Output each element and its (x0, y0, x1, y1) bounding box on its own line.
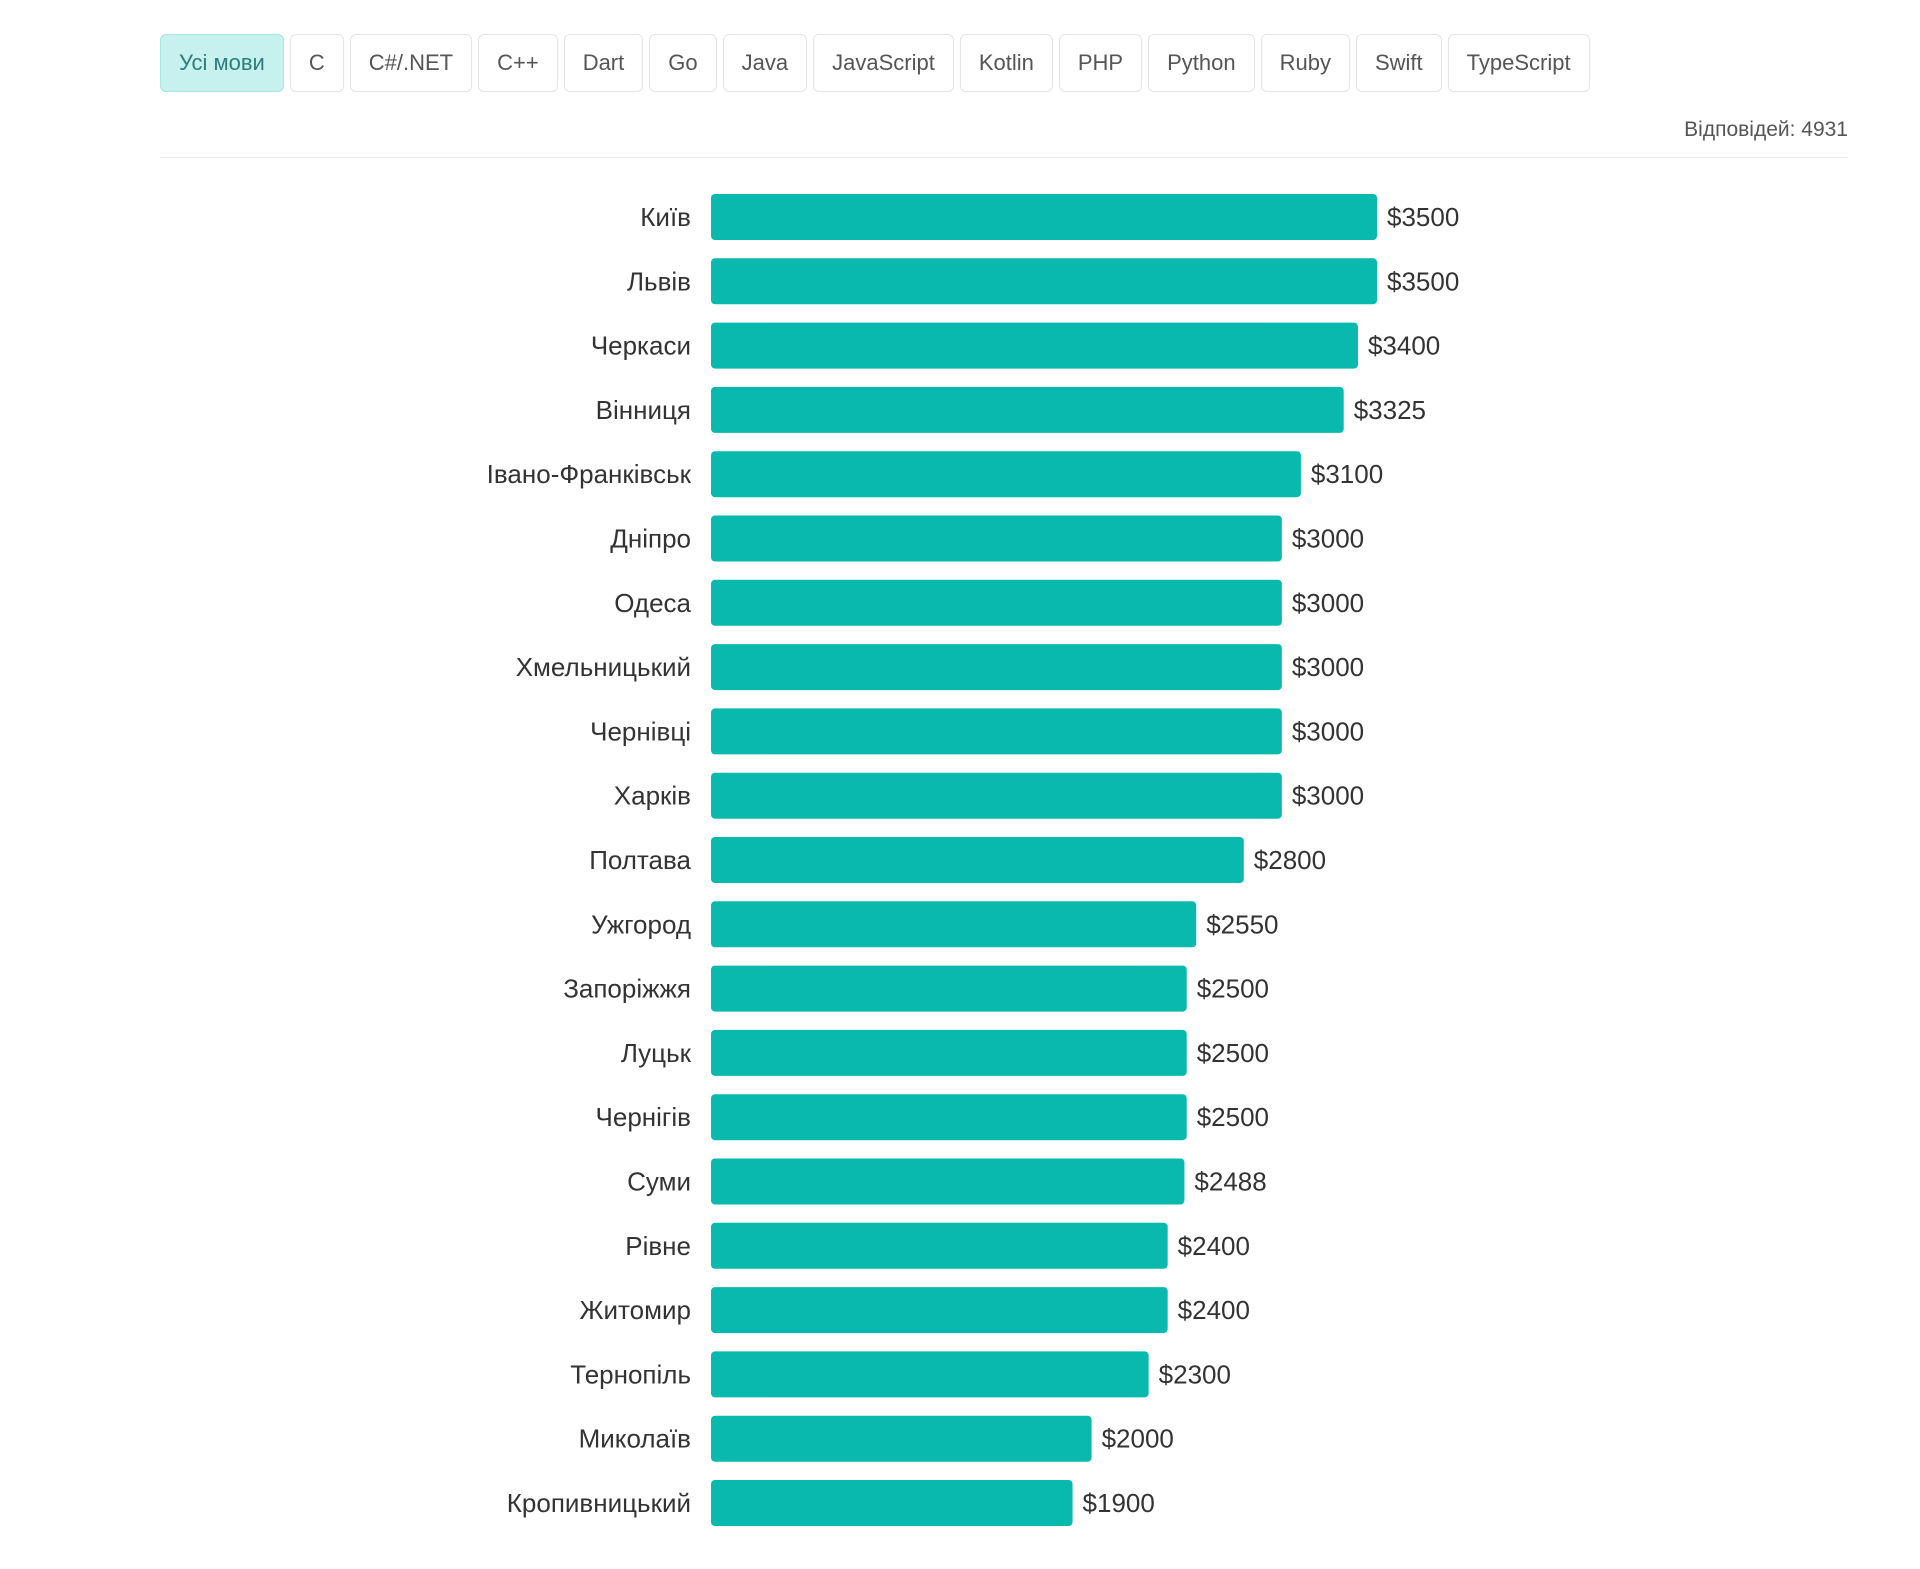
tab-6[interactable]: Java (722, 34, 808, 92)
bar-value-label: $3500 (1387, 266, 1459, 296)
category-label: Харків (614, 781, 691, 811)
category-label: Полтава (589, 845, 691, 875)
bar-value-label: $2500 (1197, 1102, 1269, 1132)
bar-value-label: $1900 (1083, 1488, 1155, 1518)
bar[interactable] (711, 644, 1282, 691)
bar-value-label: $2400 (1178, 1295, 1250, 1325)
category-label: Суми (627, 1167, 691, 1197)
category-label: Київ (640, 202, 691, 232)
bar-value-label: $2488 (1194, 1167, 1266, 1197)
bar-value-label: $2500 (1197, 1038, 1269, 1068)
tab-5[interactable]: Go (649, 34, 717, 92)
bar-value-label: $2300 (1159, 1359, 1231, 1389)
category-label: Одеса (614, 588, 691, 618)
bar[interactable] (711, 837, 1244, 883)
tab-1[interactable]: C (289, 34, 344, 92)
bar[interactable] (711, 1480, 1073, 1526)
category-label: Запоріжжя (563, 974, 691, 1004)
bar[interactable] (711, 1351, 1149, 1398)
category-label: Вінниця (596, 395, 691, 425)
bar[interactable] (711, 258, 1377, 305)
bar-value-label: $3000 (1292, 524, 1364, 554)
tab-4[interactable]: Dart (563, 34, 644, 92)
tab-8[interactable]: Kotlin (959, 34, 1053, 92)
bar-value-label: $3400 (1368, 331, 1440, 361)
bar-value-label: $2500 (1197, 974, 1269, 1004)
responses-count: Відповідей: 4931 (1684, 118, 1848, 141)
tab-10[interactable]: Python (1148, 34, 1255, 92)
bar-value-label: $3000 (1292, 588, 1364, 618)
bar[interactable] (711, 1029, 1187, 1076)
bar[interactable] (711, 965, 1187, 1012)
bar-value-label: $3000 (1292, 716, 1364, 746)
bar[interactable] (711, 772, 1282, 819)
category-label: Хмельницький (516, 652, 691, 682)
category-label: Чернівці (590, 716, 691, 746)
category-label: Рівне (625, 1231, 691, 1261)
bar-value-label: $3000 (1292, 652, 1364, 682)
bar[interactable] (711, 901, 1197, 948)
category-label: Луцьк (621, 1038, 692, 1068)
bar[interactable] (711, 451, 1301, 498)
bar-value-label: $3325 (1354, 395, 1426, 425)
tab-13[interactable]: TypeScript (1447, 34, 1590, 92)
tab-7[interactable]: JavaScript (813, 34, 954, 92)
category-label: Черкаси (591, 331, 691, 361)
bar[interactable] (711, 1094, 1187, 1141)
bar[interactable] (711, 579, 1282, 626)
tab-9[interactable]: PHP (1058, 34, 1143, 92)
bar[interactable] (711, 322, 1358, 369)
tab-3[interactable]: C++ (478, 34, 558, 92)
bar[interactable] (711, 386, 1344, 433)
bar[interactable] (711, 1415, 1092, 1462)
tab-11[interactable]: Ruby (1260, 34, 1350, 92)
bar-value-label: $2400 (1178, 1231, 1250, 1261)
bar[interactable] (711, 515, 1282, 562)
category-label: Миколаїв (579, 1424, 691, 1454)
bar-value-label: $3100 (1311, 459, 1383, 489)
category-label: Івано-Франківськ (487, 459, 692, 489)
divider (160, 157, 1848, 158)
language-filter-tabs: Усі мови C C#/.NET C++ Dart Go Java JavaScript K… (160, 34, 1590, 92)
bar[interactable] (711, 1222, 1168, 1269)
bar-value-label: $3500 (1387, 202, 1459, 232)
tab-12[interactable]: Swift (1355, 34, 1442, 92)
category-label: Тернопіль (570, 1359, 691, 1389)
category-label: Дніпро (610, 524, 691, 554)
bar-value-label: $2000 (1102, 1424, 1174, 1454)
bar[interactable] (711, 708, 1282, 755)
bar-value-label: $3000 (1292, 781, 1364, 811)
category-label: Ужгород (591, 909, 691, 939)
bar[interactable] (711, 194, 1377, 240)
tab-2[interactable]: C#/.NET (349, 34, 473, 92)
category-label: Чернігів (596, 1102, 691, 1132)
bar[interactable] (711, 1287, 1168, 1334)
bar-value-label: $2550 (1206, 909, 1278, 939)
category-label: Кропивницький (507, 1488, 691, 1518)
tab-0[interactable]: Усі мови (160, 34, 284, 92)
bar[interactable] (711, 1158, 1185, 1205)
bar-value-label: $2800 (1254, 845, 1326, 875)
category-label: Львів (627, 266, 691, 296)
category-label: Житомир (580, 1295, 691, 1325)
